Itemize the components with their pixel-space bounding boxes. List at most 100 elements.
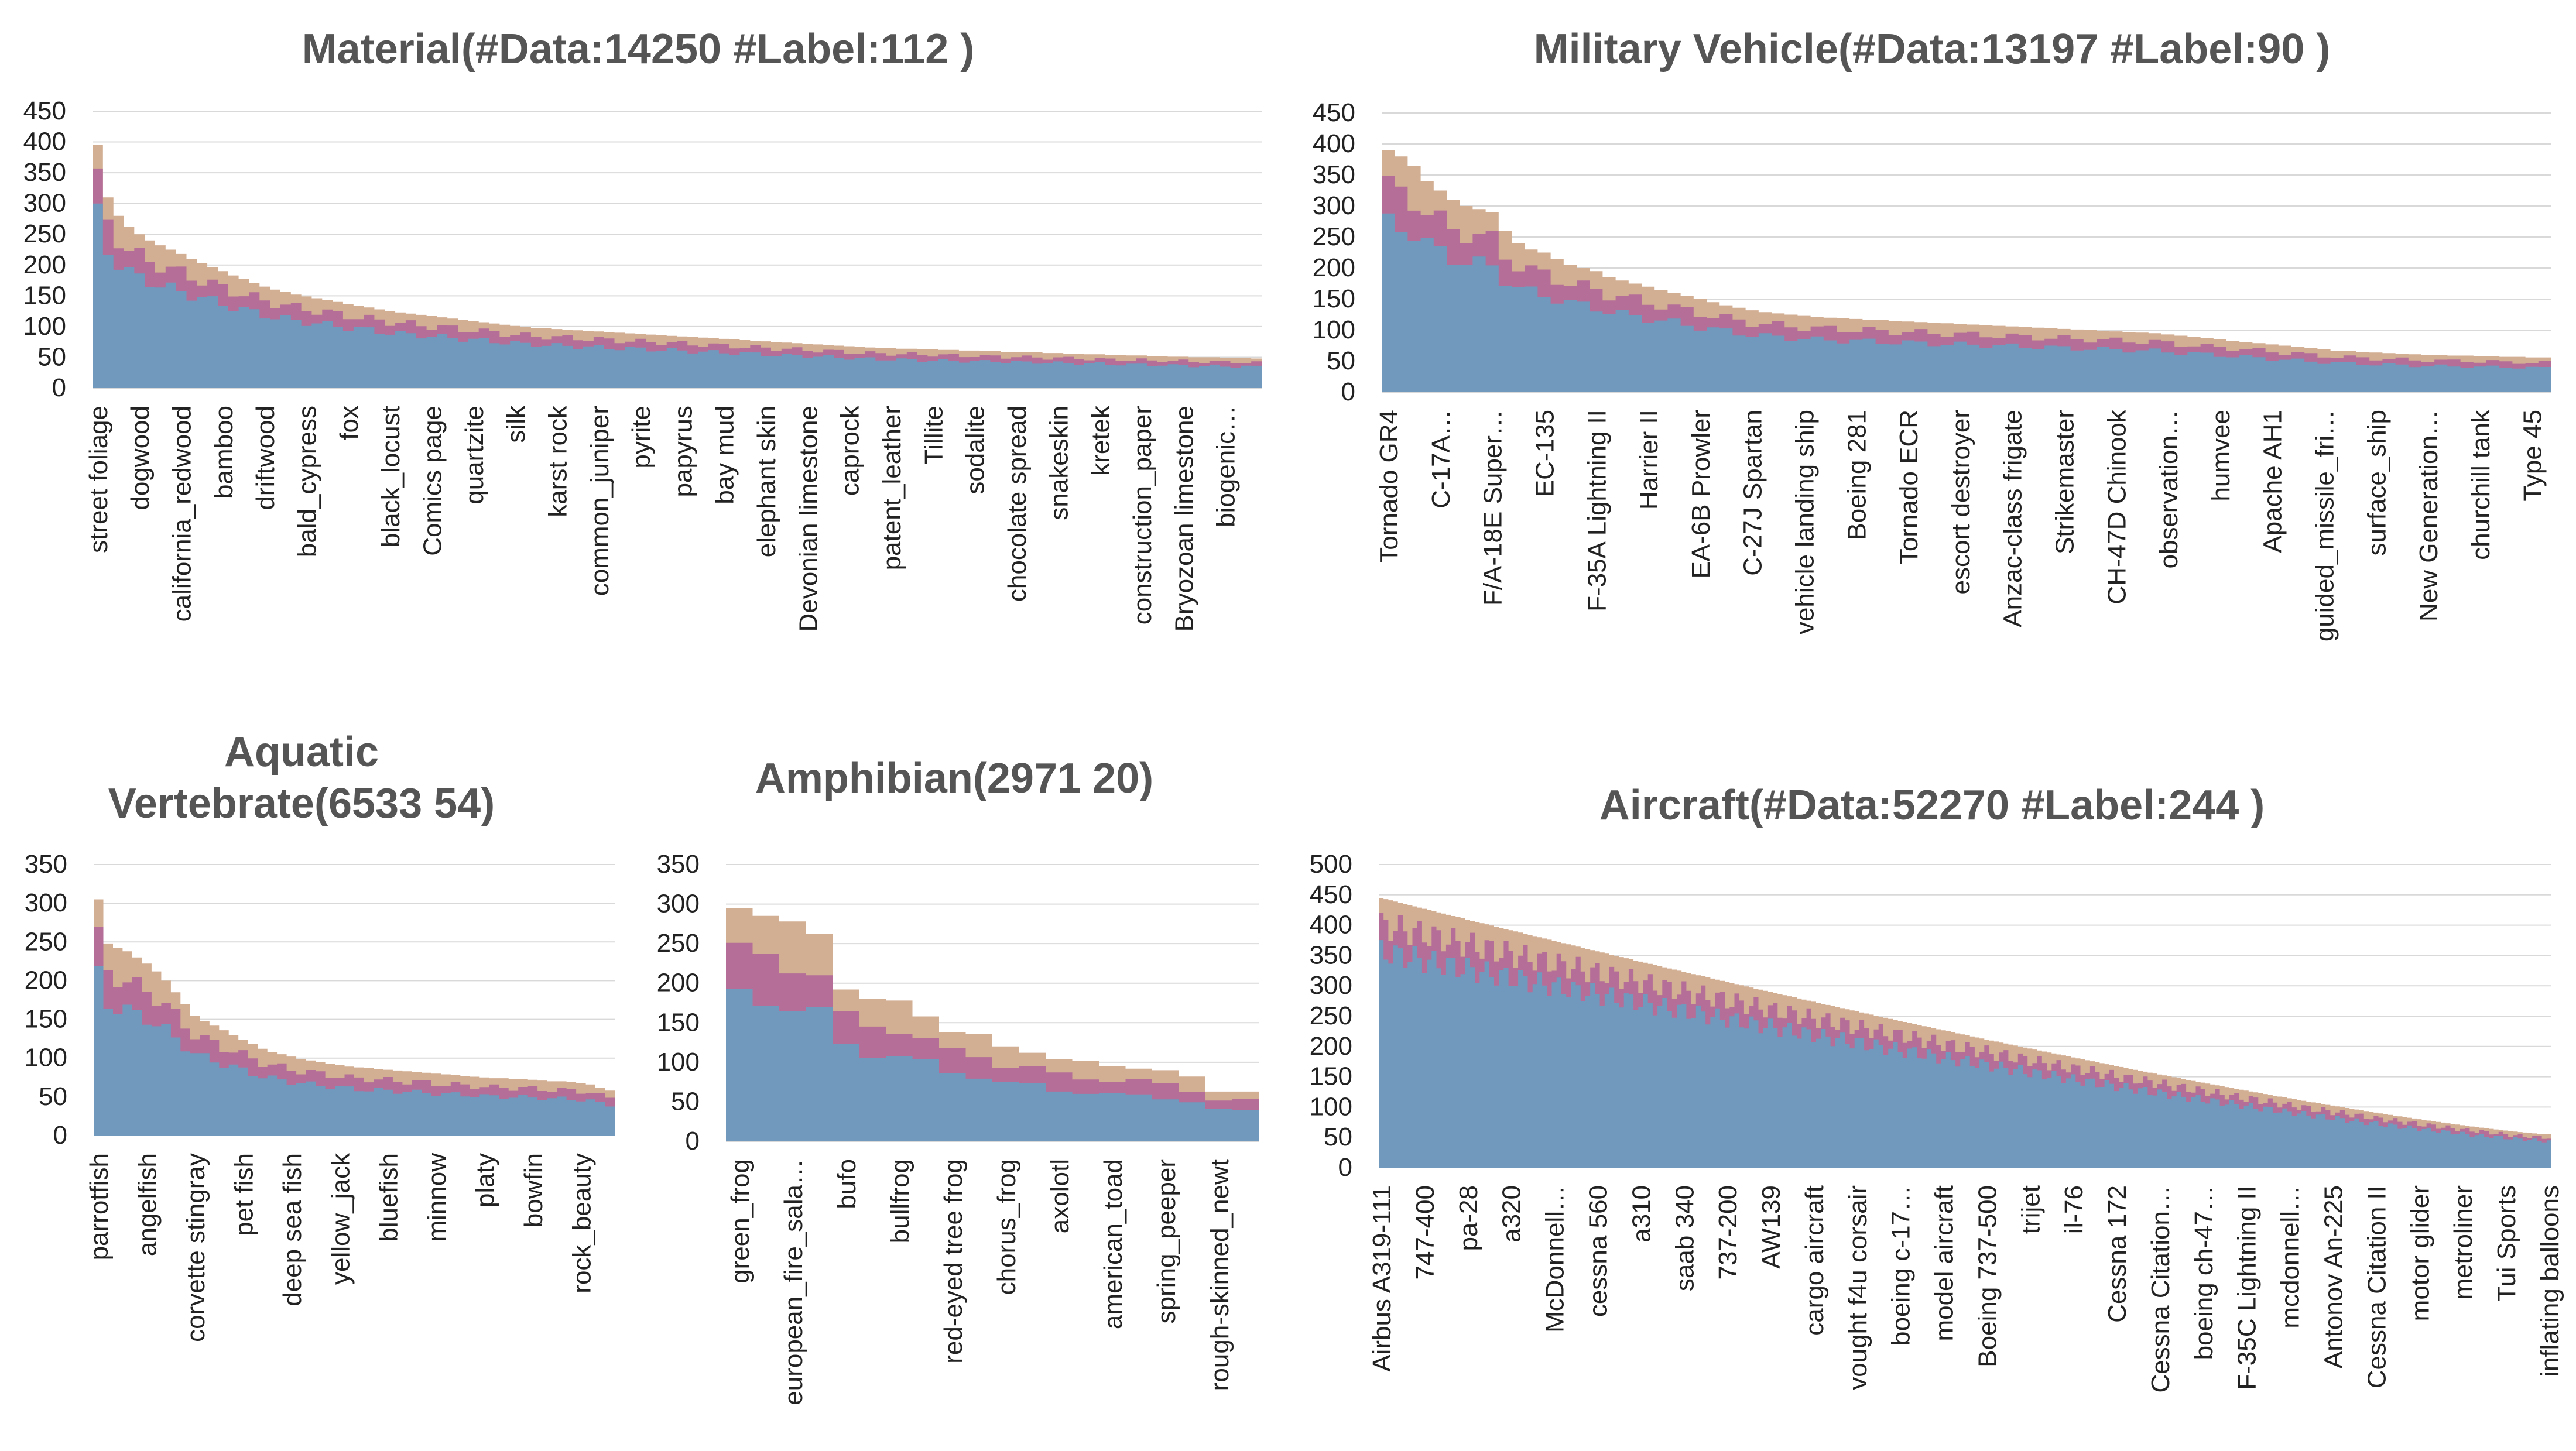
x-tick-label: sodalite (961, 406, 990, 495)
x-tick-label: Devonian limestone (794, 406, 823, 632)
x-tick-label: a310 (1627, 1185, 1656, 1243)
x-tick-label: black_locust (376, 406, 405, 547)
x-tick-label: Tillite (919, 406, 948, 465)
x-tick-label: model aircraft (1930, 1185, 1959, 1342)
x-tick-label: papyrus (669, 406, 697, 498)
x-tick-label: churchill tank (2467, 409, 2495, 560)
x-tick-label: Antonov An-225 (2319, 1185, 2348, 1368)
y-tick-label: 250 (1310, 1001, 1352, 1030)
x-tick-label: deep sea fish (278, 1153, 307, 1306)
y-tick-label: 200 (657, 969, 700, 997)
x-tick-label: pet fish (229, 1153, 258, 1236)
x-tick-label: cessna 560 (1584, 1185, 1613, 1317)
x-tick-label: surface_ship (2362, 410, 2391, 555)
x-tick-label: rock_beauty (567, 1153, 596, 1294)
x-tick-label: platy (471, 1153, 500, 1208)
y-tick-label: 250 (657, 929, 700, 958)
y-tick-label: 50 (39, 1082, 67, 1111)
x-tick-label: Cessna 172 (2103, 1185, 2132, 1323)
x-tick-label: EA-6B Prowler (1687, 410, 1715, 579)
y-tick-label: 150 (1310, 1062, 1352, 1091)
x-tick-label: Boeing 737-500 (1973, 1185, 2002, 1367)
x-tick-label: vought f4u corsair (1844, 1185, 1872, 1390)
x-tick-label: quartzite (460, 406, 489, 505)
x-tick-label: C-27J Spartan (1739, 410, 1767, 576)
y-tick-label: 500 (1310, 850, 1352, 879)
x-tick-label: a320 (1498, 1185, 1526, 1243)
y-tick-label: 300 (1313, 191, 1355, 220)
x-tick-label: Tornado ECR (1895, 410, 1923, 564)
chart-aquatic-vertebrate: Aquatic Vertebrate(6533 54) 0 50 100 150 200… (0, 726, 626, 1451)
x-tick-label: snakeskin (1044, 406, 1073, 520)
y-tick-label: 150 (657, 1008, 700, 1037)
x-tick-label: humvee (2207, 410, 2235, 502)
y-tick-label: 50 (1327, 347, 1355, 375)
x-tick-label: CH-47D Chinook (2102, 409, 2131, 605)
x-tick-label: american_toad (1099, 1159, 1128, 1329)
y-tick-label: 150 (1313, 284, 1355, 313)
y-tick-label: 200 (1310, 1032, 1352, 1061)
x-tick-label: escort destroyer (1947, 410, 1975, 594)
x-tick-label: boeing ch-47… (2190, 1185, 2218, 1360)
y-tick-label: 0 (53, 1121, 67, 1150)
x-tick-label: minnow (423, 1153, 451, 1242)
x-tick-label: green_frog (726, 1159, 755, 1284)
x-tick-label: Apache AH1 (2259, 410, 2287, 553)
y-tick-label: 400 (1310, 911, 1352, 939)
x-tick-label: cargo aircraft (1800, 1185, 1829, 1336)
y-tick-label: 100 (1310, 1092, 1352, 1121)
chart-material: Material(#Data:14250 #Label:112 ) 0 50 100… (0, 0, 1276, 720)
y-tick-label: 50 (671, 1087, 700, 1116)
y-tick-label: 0 (1341, 378, 1355, 406)
y-tick-label: 450 (1313, 98, 1355, 127)
chart-title: Military Vehicle(#Data:13197 #Label:90 ) (1533, 26, 2331, 73)
chart-aircraft: Aircraft(#Data:52270 #Label:244 ) 0 50 100… (1288, 726, 2576, 1451)
y-tick-label: 400 (23, 128, 66, 156)
y-tick-label: 200 (1313, 253, 1355, 282)
series-1-area (94, 966, 615, 1136)
y-tick-label: 350 (657, 850, 700, 879)
x-tick-label: yellow_jack (326, 1152, 355, 1285)
y-tick-label: 250 (23, 219, 66, 248)
y-tick-label: 350 (1310, 941, 1352, 969)
x-tick-label: Boeing 281 (1842, 410, 1871, 540)
x-tick-label: observation… (2154, 410, 2183, 568)
x-tick-label: bald_cypress (293, 406, 322, 557)
x-tick-label: Tornado GR4 (1375, 410, 1403, 563)
chart-title: Material(#Data:14250 #Label:112 ) (302, 26, 975, 73)
x-tick-label: karst rock (543, 405, 572, 517)
x-tick-label: rough-skinned_newt (1205, 1159, 1234, 1391)
x-tick-label: construction_paper (1128, 406, 1157, 625)
y-tick-label: 0 (686, 1127, 700, 1155)
series-1-area (726, 989, 1259, 1141)
y-tick-label: 100 (657, 1048, 700, 1076)
y-tick-label: 300 (23, 189, 66, 218)
x-tick-label: Airbus A319-111 (1368, 1185, 1396, 1372)
series-1-area (1379, 940, 2551, 1168)
x-tick-label: C-17A… (1427, 410, 1455, 509)
chart-title: Aircraft(#Data:52270 #Label:244 ) (1599, 782, 2265, 829)
x-tick-label: EC-135 (1531, 410, 1560, 497)
x-tick-label: california_redwood (168, 406, 197, 622)
y-tick-label: 50 (1324, 1123, 1352, 1151)
chart-plot: 0 50 100 150 200 250 300 350 parrotfish angelfish… (25, 850, 615, 1342)
x-tick-label: Harrier II (1635, 410, 1663, 510)
y-tick-label: 200 (25, 966, 67, 994)
chart-amphibian: Amphibian(2971 20) 0 50 100 150 200 250 300 350… (638, 726, 1270, 1451)
x-tick-label: F-35A Lightning II (1582, 410, 1611, 612)
x-tick-label: common_juniper (585, 406, 614, 596)
x-tick-label: biogenic… (1212, 406, 1241, 527)
y-tick-label: 0 (1338, 1153, 1352, 1182)
series-2-area (93, 168, 1262, 388)
x-tick-label: metroliner (2449, 1185, 2478, 1300)
x-tick-label: bluefish (375, 1153, 403, 1242)
x-tick-label: angelfish (133, 1153, 162, 1256)
x-tick-label: driftwood (251, 406, 280, 510)
x-tick-label: New Generation… (2414, 410, 2443, 622)
x-tick-label: Cessna Citation… (2146, 1185, 2175, 1393)
x-tick-label: F/A-18E Super… (1479, 410, 1508, 606)
x-tick-label: Tui Sports (2492, 1185, 2521, 1302)
x-tick-label: caprock (836, 405, 865, 496)
